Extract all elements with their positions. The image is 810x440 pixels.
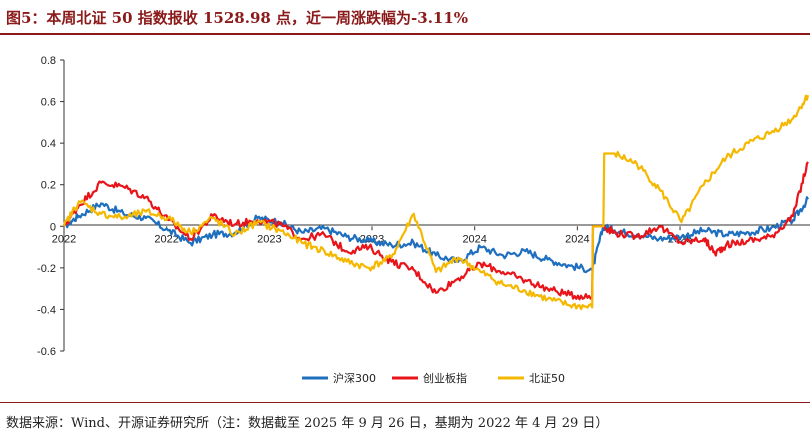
x-tick-label: 2024: [462, 233, 486, 245]
y-tick-label: 0.6: [41, 97, 56, 109]
x-tick-label: 2024: [565, 233, 589, 245]
legend-label: 沪深300: [333, 371, 376, 385]
y-axis-ticks: 0.8 0.6 0.4 0.2 0 -0.2 -0.4 -0.6: [37, 55, 64, 358]
source-note: 数据来源：Wind、开源证券研究所（注：数据截至 2025 年 9 月 26 日…: [6, 416, 609, 431]
footer-divider: [0, 402, 810, 403]
x-tick-label: 2022: [52, 233, 76, 245]
y-tick-label: 0: [50, 221, 56, 233]
legend-label: 创业板指: [423, 371, 467, 385]
title-bar: 图5：本周北证 50 指数报收 1528.98 点，近一周涨跌幅为-3.11%: [0, 0, 810, 35]
x-tick-label: 2022: [154, 233, 178, 245]
legend-label: 北证50: [529, 372, 565, 385]
y-tick-label: 0.2: [41, 180, 56, 192]
y-tick-label: 0.4: [41, 138, 56, 150]
series-lines: [62, 94, 810, 311]
series-line-2: [62, 161, 809, 301]
title-divider: [0, 33, 810, 35]
y-tick-label: -0.2: [37, 263, 56, 275]
series-line-1: [62, 196, 809, 274]
y-tick-label: -0.4: [37, 304, 56, 316]
line-chart: 0.8 0.6 0.4 0.2 0 -0.2 -0.4 -0.6 2022 2022 2023 20…: [37, 55, 810, 385]
y-tick-label: 0.8: [41, 55, 56, 67]
y-tick-label: -0.6: [37, 346, 56, 358]
legend: 沪深300 创业板指 北证50: [302, 371, 565, 385]
chart-title: 图5：本周北证 50 指数报收 1528.98 点，近一周涨跌幅为-3.11%: [6, 9, 469, 27]
series-line-3: [62, 94, 810, 311]
x-tick-label: 2023: [257, 233, 281, 245]
